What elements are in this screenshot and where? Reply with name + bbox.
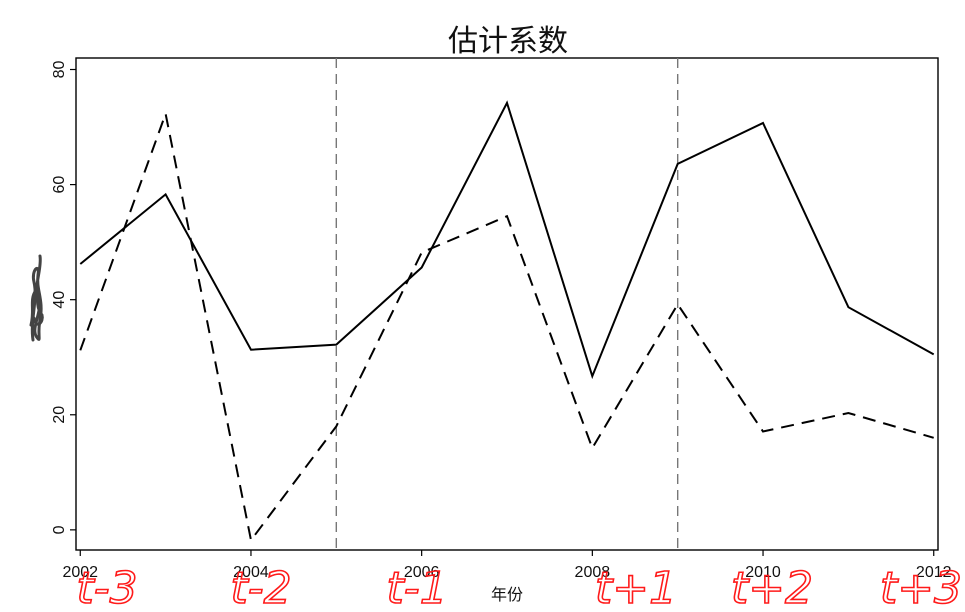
x-tick-label: 2004	[233, 564, 269, 581]
annotations: t-3 t-2 t-1 t+1 t+2 t+3	[76, 562, 963, 612]
series-line-solid	[79, 100, 935, 380]
y-tick-label: 60	[51, 176, 68, 194]
annotation-label: t-1	[386, 563, 447, 612]
y-tick-label: 0	[51, 525, 68, 534]
annotation-label: t+1	[595, 563, 677, 612]
y-axis-ticks: 0 20 40 60 80	[51, 61, 76, 534]
x-tick-label: 2012	[916, 564, 952, 581]
chart-title: 估计系数	[448, 24, 568, 59]
x-axis-ticks: 2002 2004 2006 2008 2010 2012	[62, 550, 952, 581]
y-tick-label: 40	[51, 291, 68, 309]
annotation-label: t-3	[76, 563, 137, 612]
y-tick-label: 80	[51, 61, 68, 79]
x-tick-label: 2002	[62, 564, 98, 581]
plot-frame	[75, 57, 939, 551]
annotation-label: t-2	[230, 563, 291, 612]
y-axis-scribble	[29, 254, 44, 342]
x-tick-label: 2010	[745, 564, 781, 581]
y-tick-label: 20	[51, 406, 68, 424]
x-tick-label: 2006	[404, 564, 440, 581]
series-lines	[79, 100, 935, 543]
x-axis-label: 年份	[491, 585, 523, 604]
series-line-dashed	[79, 110, 934, 543]
reference-lines	[335, 58, 679, 550]
annotation-label: t+2	[731, 563, 813, 612]
annotation-label: t+3	[880, 563, 962, 612]
x-tick-label: 2008	[575, 564, 611, 581]
